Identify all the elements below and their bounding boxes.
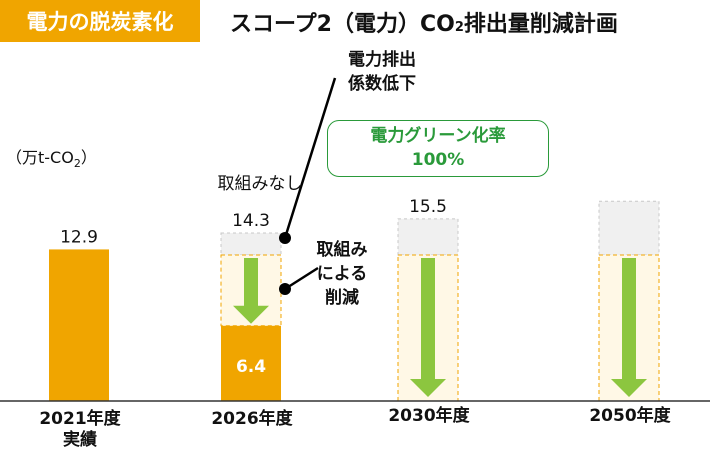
unit-pre: （万t-CO	[6, 148, 74, 167]
reduction-note-line2: による	[316, 264, 368, 284]
no-action-label: 取組みなし	[217, 174, 303, 194]
x-tick-2021-line1: 2021年度	[39, 409, 121, 429]
title-text-post: 排出量削減計画	[463, 12, 618, 37]
title-text-pre: スコープ2（電力）CO	[230, 12, 455, 37]
green-electricity-ratio-box: 電力グリーン化率 100%	[327, 120, 549, 177]
green-ratio-value: 100%	[411, 150, 465, 170]
bar-2050-projection	[598, 200, 660, 256]
coefficient-pointer-line	[283, 77, 337, 239]
value-label-2026: 14.3	[232, 211, 270, 231]
unit-post: ）	[80, 148, 97, 167]
value-label-2021: 12.9	[60, 227, 98, 247]
chart-title: スコープ2（電力）CO 2 排出量削減計画	[230, 2, 710, 42]
section-badge: 電力の脱炭素化	[0, 0, 200, 42]
reduction-pointer-line	[284, 266, 319, 291]
reduction-pointer-dot	[279, 283, 291, 295]
x-tick-2026: 2026年度	[192, 409, 312, 430]
coefficient-note-line1: 電力排出	[348, 50, 416, 70]
bar-2030-projection	[397, 218, 459, 256]
arrow-2050	[611, 258, 647, 397]
y-axis-unit: （万t-CO2）	[6, 144, 97, 170]
x-tick-2021: 2021年度 実績	[20, 409, 140, 451]
bar-2026-actual	[221, 325, 281, 401]
x-tick-2050-line1: 2050年度	[589, 406, 671, 426]
arrow-2026	[233, 258, 269, 324]
x-tick-2030: 2030年度	[369, 406, 489, 427]
bar-2021-actual	[49, 249, 109, 401]
value-label-2030: 15.5	[409, 197, 447, 217]
reduction-note: 取組み による 削減	[306, 238, 378, 310]
arrow-2030	[410, 258, 446, 397]
green-ratio-label: 電力グリーン化率	[370, 126, 506, 146]
coefficient-note-line2: 係数低下	[348, 74, 416, 94]
x-tick-2050: 2050年度	[570, 406, 690, 427]
reduction-note-line1: 取組み	[316, 240, 368, 260]
value-label-2026-actual: 6.4	[236, 357, 266, 377]
emission-coefficient-note: 電力排出 係数低下	[332, 48, 432, 96]
bar-2026-no-action	[220, 232, 282, 256]
title-subscript: 2	[454, 19, 464, 35]
x-tick-2021-line2: 実績	[63, 430, 97, 450]
coefficient-pointer-dot	[279, 232, 291, 244]
unit-subscript: 2	[73, 157, 81, 170]
x-tick-2030-line1: 2030年度	[388, 406, 470, 426]
x-tick-2026-line1: 2026年度	[211, 409, 293, 429]
reduction-note-line3: 削減	[325, 288, 359, 308]
